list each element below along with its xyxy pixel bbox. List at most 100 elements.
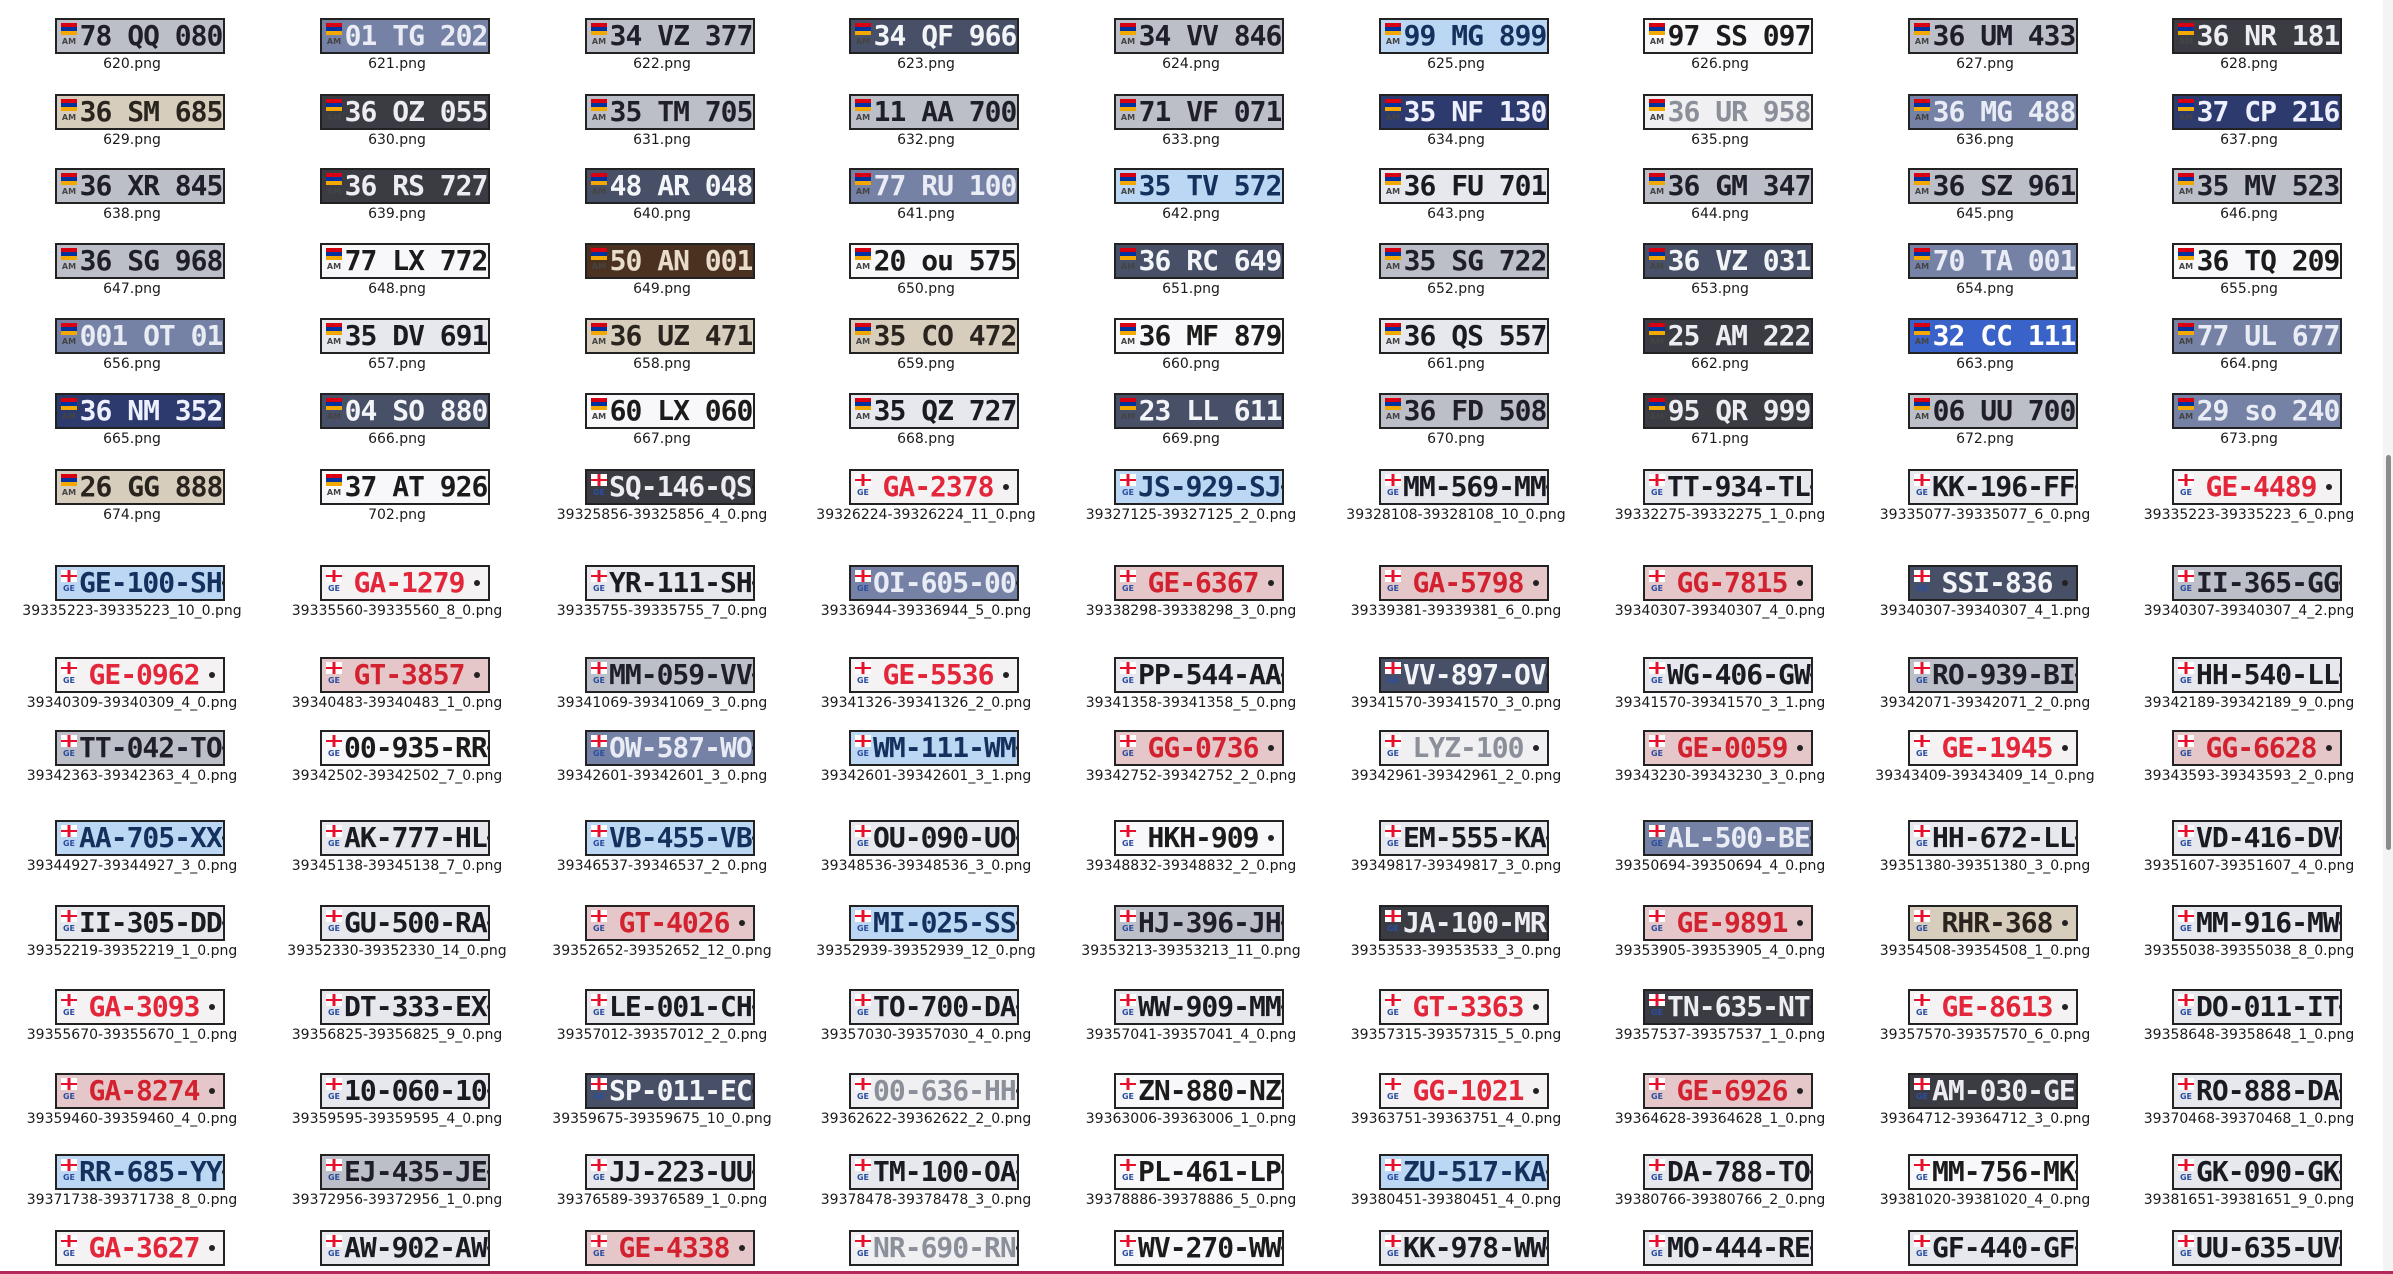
plate-thumbnail[interactable]: AM 34 VZ 377: [585, 18, 755, 54]
plate-thumbnail[interactable]: AM 77 UL 677: [2172, 318, 2342, 354]
plate-thumbnail[interactable]: AM 26 GG 888: [55, 469, 225, 505]
plate-thumbnail[interactable]: GE RO-939-BI: [1908, 657, 2078, 693]
plate-thumbnail[interactable]: GE TO-700-DA: [849, 989, 1019, 1025]
plate-thumbnail[interactable]: AM 32 CC 111: [1908, 318, 2078, 354]
plate-thumbnail[interactable]: GE JS-929-SJ: [1114, 469, 1284, 505]
plate-thumbnail[interactable]: GE GE-100-SH: [55, 565, 225, 601]
plate-thumbnail[interactable]: GE JJ-223-UU: [585, 1154, 755, 1190]
plate-thumbnail[interactable]: GE TT-042-TO: [55, 730, 225, 766]
plate-thumbnail[interactable]: GE DT-333-EX: [320, 989, 490, 1025]
plate-thumbnail[interactable]: GE WG-406-GW: [1643, 657, 1813, 693]
plate-thumbnail[interactable]: AM 36 UR 958: [1643, 94, 1813, 130]
plate-thumbnail[interactable]: GE GE-8613: [1908, 989, 2078, 1025]
plate-thumbnail[interactable]: GE GE-6367: [1114, 565, 1284, 601]
plate-thumbnail[interactable]: GE SSI-836: [1908, 565, 2078, 601]
plate-thumbnail[interactable]: AM 35 DV 691: [320, 318, 490, 354]
plate-thumbnail[interactable]: AM 36 SZ 961: [1908, 168, 2078, 204]
plate-thumbnail[interactable]: AM 23 LL 611: [1114, 393, 1284, 429]
plate-thumbnail[interactable]: GE GA-1279: [320, 565, 490, 601]
plate-thumbnail[interactable]: GE KK-196-FF: [1908, 469, 2078, 505]
plate-thumbnail[interactable]: AM 37 CP 216: [2172, 94, 2342, 130]
plate-thumbnail[interactable]: GE GE-6926: [1643, 1073, 1813, 1109]
plate-thumbnail[interactable]: GE RR-685-YY: [55, 1154, 225, 1190]
plate-thumbnail[interactable]: GE JA-100-MR: [1379, 905, 1549, 941]
plate-thumbnail[interactable]: GE DA-788-TO: [1643, 1154, 1813, 1190]
plate-thumbnail[interactable]: GE GK-090-GK: [2172, 1154, 2342, 1190]
plate-thumbnail[interactable]: AM 36 NM 352: [55, 393, 225, 429]
plate-thumbnail[interactable]: GE GE-0059: [1643, 730, 1813, 766]
plate-thumbnail[interactable]: GE LYZ-100: [1379, 730, 1549, 766]
plate-thumbnail[interactable]: GE MM-916-MW: [2172, 905, 2342, 941]
plate-thumbnail[interactable]: AM 71 VF 071: [1114, 94, 1284, 130]
plate-thumbnail[interactable]: AM 97 SS 097: [1643, 18, 1813, 54]
plate-thumbnail[interactable]: AM 77 RU 100: [849, 168, 1019, 204]
plate-thumbnail[interactable]: AM 48 AR 048: [585, 168, 755, 204]
plate-thumbnail[interactable]: GE MM-756-MK: [1908, 1154, 2078, 1190]
plate-thumbnail[interactable]: GE GG-7815: [1643, 565, 1813, 601]
plate-thumbnail[interactable]: GE GT-3857: [320, 657, 490, 693]
plate-thumbnail[interactable]: AM 36 SM 685: [55, 94, 225, 130]
plate-thumbnail[interactable]: GE PL-461-LP: [1114, 1154, 1284, 1190]
plate-thumbnail[interactable]: GE PP-544-AA: [1114, 657, 1284, 693]
plate-thumbnail[interactable]: GE OI-605-00: [849, 565, 1019, 601]
plate-thumbnail[interactable]: AM 34 VV 846: [1114, 18, 1284, 54]
plate-thumbnail[interactable]: GE TN-635-NT: [1643, 989, 1813, 1025]
plate-thumbnail[interactable]: AM 01 TG 202: [320, 18, 490, 54]
plate-thumbnail[interactable]: GE VD-416-DV: [2172, 820, 2342, 856]
plate-thumbnail[interactable]: GE MM-569-MM: [1379, 469, 1549, 505]
plate-thumbnail[interactable]: AM 001 OT 01: [55, 318, 225, 354]
plate-thumbnail[interactable]: GE HJ-396-JH: [1114, 905, 1284, 941]
plate-thumbnail[interactable]: GE AM-030-GE: [1908, 1073, 2078, 1109]
plate-thumbnail[interactable]: AM 36 VZ 031: [1643, 243, 1813, 279]
plate-thumbnail[interactable]: AM 37 AT 926: [320, 469, 490, 505]
plate-thumbnail[interactable]: GE VV-897-OV: [1379, 657, 1549, 693]
plate-thumbnail[interactable]: GE WW-909-MM: [1114, 989, 1284, 1025]
plate-thumbnail[interactable]: AM 36 QS 557: [1379, 318, 1549, 354]
plate-thumbnail[interactable]: AM 35 TV 572: [1114, 168, 1284, 204]
plate-thumbnail[interactable]: GE SP-011-EC: [585, 1073, 755, 1109]
plate-thumbnail[interactable]: GE GT-3363: [1379, 989, 1549, 1025]
plate-thumbnail[interactable]: AM 36 MF 879: [1114, 318, 1284, 354]
plate-thumbnail[interactable]: AM 36 MG 488: [1908, 94, 2078, 130]
plate-thumbnail[interactable]: AM 11 AA 700: [849, 94, 1019, 130]
plate-thumbnail[interactable]: AM 36 SG 968: [55, 243, 225, 279]
plate-thumbnail[interactable]: GE VB-455-VB: [585, 820, 755, 856]
plate-thumbnail[interactable]: GE GG-0736: [1114, 730, 1284, 766]
plate-thumbnail[interactable]: GE AW-902-AW: [320, 1230, 490, 1266]
plate-thumbnail[interactable]: GE GE-4338: [585, 1230, 755, 1266]
plate-thumbnail[interactable]: GE II-305-DD: [55, 905, 225, 941]
plate-thumbnail[interactable]: GE UU-635-UV: [2172, 1230, 2342, 1266]
plate-thumbnail[interactable]: AM 70 TA 001: [1908, 243, 2078, 279]
plate-thumbnail[interactable]: AM 95 QR 999: [1643, 393, 1813, 429]
vertical-scrollbar[interactable]: [2383, 0, 2393, 1274]
plate-thumbnail[interactable]: GE AL-500-BE: [1643, 820, 1813, 856]
plate-thumbnail[interactable]: AM 35 TM 705: [585, 94, 755, 130]
plate-thumbnail[interactable]: GE GA-2378: [849, 469, 1019, 505]
plate-thumbnail[interactable]: GE TT-934-TL: [1643, 469, 1813, 505]
plate-thumbnail[interactable]: AM 35 QZ 727: [849, 393, 1019, 429]
plate-thumbnail[interactable]: AM 77 LX 772: [320, 243, 490, 279]
plate-thumbnail[interactable]: GE GT-4026: [585, 905, 755, 941]
plate-thumbnail[interactable]: GE LE-001-CH: [585, 989, 755, 1025]
plate-thumbnail[interactable]: GE HH-672-LL: [1908, 820, 2078, 856]
plate-thumbnail[interactable]: GE NR-690-RN: [849, 1230, 1019, 1266]
plate-thumbnail[interactable]: GE ZU-517-KA: [1379, 1154, 1549, 1190]
plate-thumbnail[interactable]: GE DO-011-IT: [2172, 989, 2342, 1025]
plate-thumbnail[interactable]: GE MO-444-RE: [1643, 1230, 1813, 1266]
plate-thumbnail[interactable]: GE MI-025-SS: [849, 905, 1019, 941]
plate-thumbnail[interactable]: GE OU-090-UO: [849, 820, 1019, 856]
plate-thumbnail[interactable]: AM 78 QQ 080: [55, 18, 225, 54]
plate-thumbnail[interactable]: GE GG-6628: [2172, 730, 2342, 766]
plate-thumbnail[interactable]: AM 60 LX 060: [585, 393, 755, 429]
plate-thumbnail[interactable]: GE EM-555-KA: [1379, 820, 1549, 856]
plate-thumbnail[interactable]: GE GG-1021: [1379, 1073, 1549, 1109]
plate-thumbnail[interactable]: GE GE-4489: [2172, 469, 2342, 505]
plate-thumbnail[interactable]: GE GE-1945: [1908, 730, 2078, 766]
plate-thumbnail[interactable]: GE RO-888-DA: [2172, 1073, 2342, 1109]
plate-thumbnail[interactable]: GE HKH-909: [1114, 820, 1284, 856]
plate-thumbnail[interactable]: AM 36 GM 347: [1643, 168, 1813, 204]
plate-thumbnail[interactable]: GE GE-0962: [55, 657, 225, 693]
plate-thumbnail[interactable]: GE HH-540-LL: [2172, 657, 2342, 693]
plate-thumbnail[interactable]: GE GA-3627: [55, 1230, 225, 1266]
plate-thumbnail[interactable]: AM 25 AM 222: [1643, 318, 1813, 354]
